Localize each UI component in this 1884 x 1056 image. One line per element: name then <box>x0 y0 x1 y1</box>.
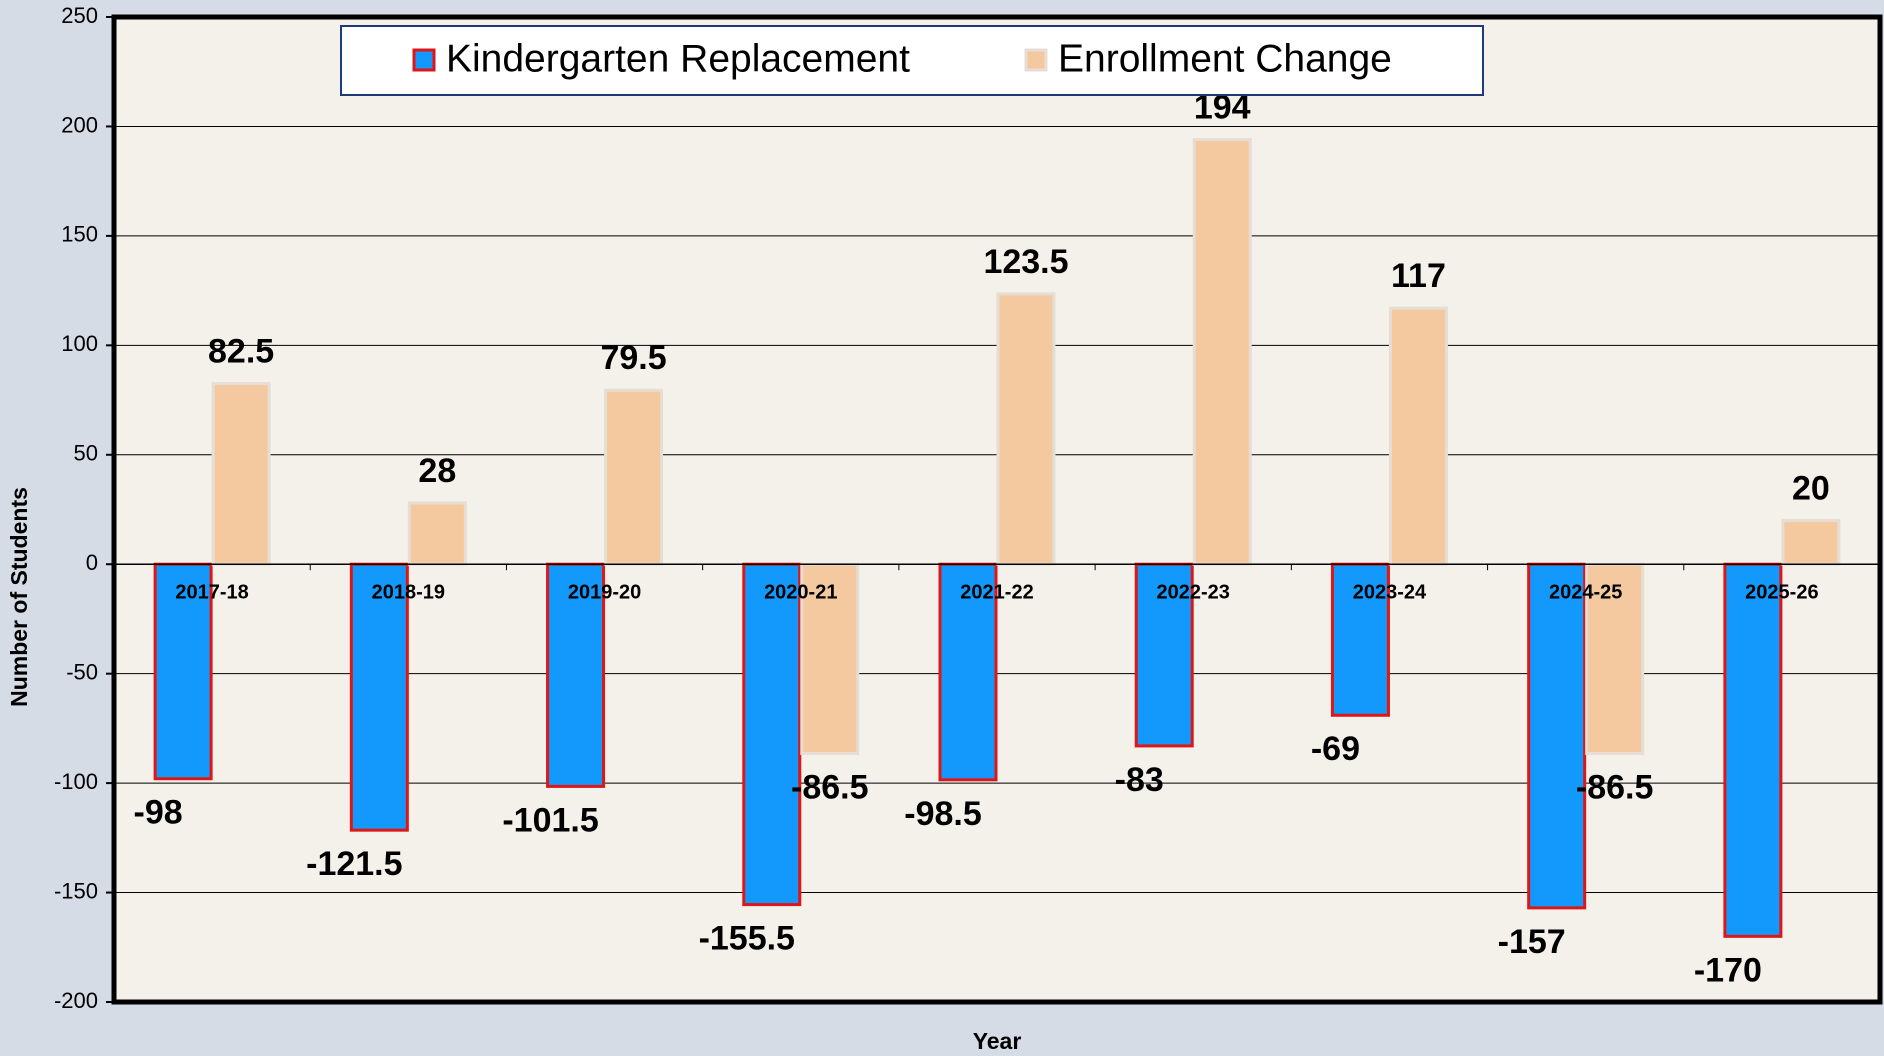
y-tick-label: 50 <box>74 441 98 466</box>
bar <box>1192 138 1252 566</box>
y-tick-label: -200 <box>54 988 98 1013</box>
x-tick-label: 2023-24 <box>1353 582 1427 604</box>
y-tick-label: 200 <box>61 112 98 137</box>
bar <box>1527 562 1587 910</box>
data-label: 82.5 <box>208 333 274 371</box>
y-axis-title: Number of Students <box>6 487 32 707</box>
bar <box>407 501 467 566</box>
bar <box>1330 562 1390 717</box>
legend-label: Kindergarten Replacement <box>446 37 910 80</box>
data-label: 123.5 <box>983 243 1068 281</box>
bar <box>938 562 998 782</box>
data-label: -98 <box>134 794 183 832</box>
data-label: -86.5 <box>1576 769 1654 807</box>
x-tick-label: 2024-25 <box>1549 582 1622 604</box>
legend-swatch <box>1024 48 1048 72</box>
y-tick-label: -100 <box>54 769 98 794</box>
data-label: 28 <box>418 452 456 490</box>
bar <box>349 562 409 832</box>
data-label: -83 <box>1115 761 1164 799</box>
bar <box>1723 562 1783 938</box>
y-tick-label: 250 <box>61 3 98 28</box>
legend-swatch <box>412 48 436 72</box>
y-tick-label: 150 <box>61 222 98 247</box>
x-tick-label: 2017-18 <box>175 582 248 604</box>
data-label: 117 <box>1391 257 1446 295</box>
x-tick-label: 2022-23 <box>1157 582 1230 604</box>
bar <box>546 562 606 788</box>
bar <box>604 388 664 566</box>
bar <box>1388 306 1448 566</box>
bar <box>1134 562 1194 748</box>
data-label: 20 <box>1792 469 1830 507</box>
y-tick-label: 0 <box>86 550 98 575</box>
x-tick-label: 2018-19 <box>372 582 445 604</box>
bar <box>800 562 860 756</box>
legend-label: Enrollment Change <box>1058 37 1392 80</box>
legend-box <box>340 25 1484 96</box>
bar <box>211 382 271 566</box>
x-tick-label: 2020-21 <box>764 582 837 604</box>
data-label: -86.5 <box>791 769 869 807</box>
x-tick-label: 2025-26 <box>1745 582 1818 604</box>
data-label: -98.5 <box>904 795 982 833</box>
x-tick-label: 2019-20 <box>568 582 641 604</box>
plot-border <box>111 14 1883 1005</box>
data-label: -155.5 <box>699 920 795 958</box>
y-tick-label: -50 <box>66 659 98 684</box>
x-axis-title: Year <box>973 1028 1022 1054</box>
data-label: -170 <box>1694 951 1762 989</box>
data-label: -157 <box>1498 923 1566 961</box>
bar <box>996 292 1056 566</box>
bar <box>742 562 802 907</box>
data-label: -101.5 <box>502 801 598 839</box>
data-label: -69 <box>1311 730 1360 768</box>
y-tick-label: -150 <box>54 878 98 903</box>
x-tick-label: 2021-22 <box>960 582 1033 604</box>
bar <box>1781 518 1841 566</box>
y-tick-label: 100 <box>61 331 98 356</box>
bar <box>153 562 213 781</box>
data-label: 79.5 <box>600 339 666 377</box>
data-label: -121.5 <box>306 845 402 883</box>
